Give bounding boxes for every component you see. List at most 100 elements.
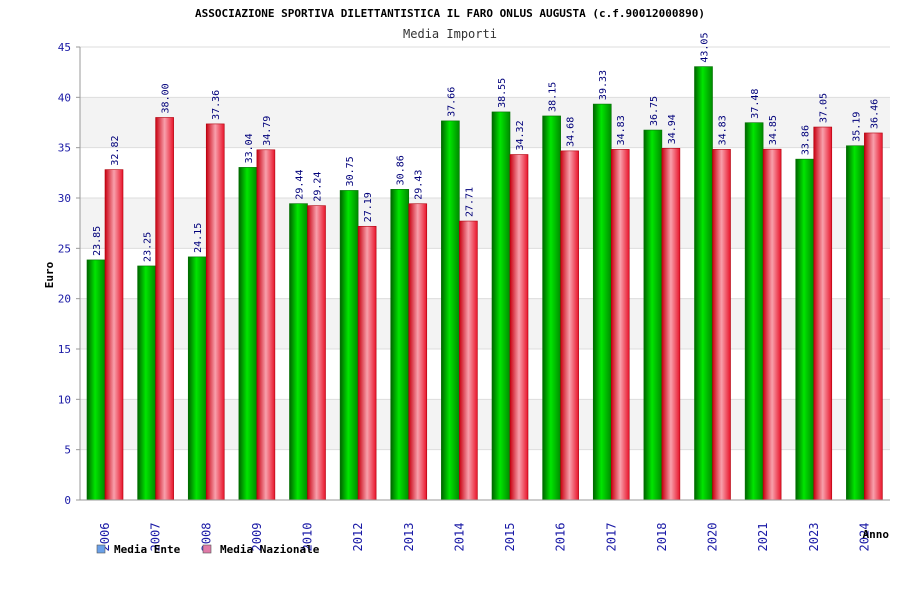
bar-value-label: 38.55 [497, 78, 508, 108]
bar-media-ente-2017 [592, 103, 612, 501]
bar-media-nazionale-2020 [712, 149, 731, 501]
bar-value-labels: 23.85 32.82 23.25 38.00 24.15 37.36 33.04 34.79… [92, 33, 880, 262]
bars [86, 66, 883, 501]
bar-value-label: 43.05 [700, 33, 711, 63]
bar-value-label: 37.66 [446, 87, 457, 117]
bar-value-label: 34.94 [667, 114, 678, 144]
bar-value-label: 34.83 [718, 115, 729, 145]
bar-media-nazionale-2023 [813, 126, 833, 501]
legend-label-media-ente: Media Ente [114, 543, 181, 556]
y-tick-label: 35 [58, 142, 71, 155]
bar-media-nazionale-2018 [661, 147, 681, 501]
bar-value-label: 34.83 [616, 115, 627, 145]
y-tick-label: 40 [58, 91, 71, 104]
bar-media-ente-2008 [187, 256, 207, 501]
x-tick-label-2014: 2014 [452, 523, 466, 552]
bar-value-label: 29.43 [414, 170, 425, 200]
bar-media-nazionale-2012 [357, 225, 377, 501]
bar-value-label: 27.71 [464, 187, 475, 217]
x-tick-label-2023: 2023 [807, 523, 821, 552]
chart-subtitle: Media Importi [403, 27, 497, 41]
bar-value-label: 30.86 [396, 155, 407, 185]
grid-band [80, 47, 890, 98]
legend-label-media-nazionale: Media Nazionale [220, 543, 320, 556]
bar-media-ente-2009 [238, 167, 258, 501]
legend-swatch-media-nazionale [202, 544, 212, 554]
x-axis-label: Anno [863, 528, 890, 541]
bar-value-label: 37.48 [750, 89, 761, 119]
legend-swatch-media-ente [96, 544, 106, 554]
bar-media-ente-2023 [795, 158, 815, 501]
bar-value-label: 23.85 [92, 226, 103, 256]
y-tick-label: 20 [58, 293, 71, 306]
chart-title: ASSOCIAZIONE SPORTIVA DILETTANTISTICA IL… [195, 7, 705, 20]
bar-value-label: 32.82 [110, 136, 121, 166]
bar-value-label: 30.75 [345, 156, 356, 186]
bar-media-nazionale-2008 [205, 123, 225, 501]
x-tick-label-2012: 2012 [351, 523, 365, 552]
bar-value-label: 36.46 [869, 99, 880, 129]
x-tick-label-2008: 2008 [199, 523, 213, 552]
bar-value-label: 38.15 [548, 82, 559, 112]
bar-value-label: 34.68 [566, 117, 577, 147]
bar-media-ente-2006 [86, 259, 106, 501]
bar-value-label: 36.75 [649, 96, 660, 126]
x-tick-label-2015: 2015 [503, 523, 517, 552]
x-tick-label-2006: 2006 [98, 523, 112, 552]
bar-value-label: 33.86 [801, 125, 812, 155]
bar-media-ente-2007 [137, 265, 156, 501]
x-axis-ticks: 2006 2007 2008 2009 2010 2012 2013 2014 2015 2016… [98, 523, 871, 552]
bar-media-nazionale-2017 [610, 149, 630, 501]
bar-media-ente-2014 [441, 120, 460, 501]
bar-media-ente-2010 [289, 203, 308, 501]
y-tick-label: 30 [58, 192, 71, 205]
bar-value-label: 33.04 [244, 133, 255, 163]
y-tick-label: 10 [58, 393, 71, 406]
bar-media-ente-2024 [846, 145, 865, 501]
bar-media-nazionale-2016 [560, 150, 579, 501]
bar-value-label: 35.19 [851, 112, 862, 142]
bar-media-nazionale-2024 [864, 132, 883, 501]
x-tick-label-2021: 2021 [756, 523, 770, 552]
bar-media-nazionale-2009 [256, 149, 276, 501]
y-tick-label: 0 [64, 494, 71, 507]
bar-media-nazionale-2007 [155, 117, 174, 501]
bar-value-label: 34.32 [515, 120, 526, 150]
y-tick-label: 15 [58, 343, 71, 356]
y-tick-label: 45 [58, 41, 71, 54]
x-tick-label-2009: 2009 [250, 523, 264, 552]
bar-media-ente-2021 [744, 122, 764, 501]
bar-media-nazionale-2013 [408, 203, 428, 501]
bar-value-label: 29.24 [313, 172, 324, 202]
y-axis-ticks: 0 5 10 15 20 25 30 35 40 45 [58, 41, 80, 507]
x-tick-label-2016: 2016 [554, 523, 568, 552]
bar-media-nazionale-2006 [104, 169, 124, 501]
x-tick-label-2010: 2010 [301, 523, 315, 552]
bar-value-label: 23.25 [143, 232, 154, 262]
bar-media-nazionale-2010 [307, 205, 326, 501]
bar-media-ente-2013 [390, 189, 410, 501]
legend: Media Ente Media Nazionale [96, 543, 320, 556]
bar-value-label: 34.79 [262, 116, 273, 146]
bar-media-nazionale-2015 [509, 154, 529, 501]
x-tick-label-2017: 2017 [604, 523, 618, 552]
x-tick-label-2020: 2020 [706, 523, 720, 552]
bar-value-label: 37.05 [819, 93, 830, 123]
bar-media-ente-2015 [491, 111, 511, 501]
bar-value-label: 38.00 [161, 83, 172, 113]
y-axis-label: Euro [43, 261, 56, 288]
bar-value-label: 37.36 [211, 90, 222, 120]
x-tick-label-2024: 2024 [857, 523, 871, 552]
x-tick-label-2018: 2018 [655, 523, 669, 552]
bar-media-ente-2020 [694, 66, 713, 501]
x-tick-label-2013: 2013 [402, 523, 416, 552]
bar-media-nazionale-2021 [762, 148, 782, 501]
bar-value-label: 34.85 [768, 115, 779, 145]
bar-value-label: 39.33 [598, 70, 609, 100]
bar-media-nazionale-2014 [459, 220, 478, 501]
y-tick-label: 5 [64, 444, 71, 457]
bar-media-ente-2018 [643, 129, 663, 501]
bar-value-label: 29.44 [295, 170, 306, 200]
bar-media-ente-2016 [542, 115, 561, 501]
